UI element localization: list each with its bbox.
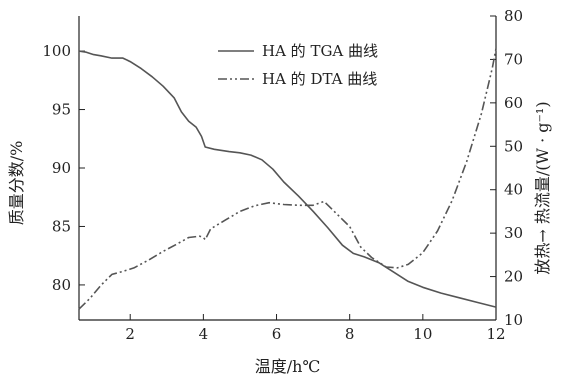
x-tick-label: 6 bbox=[272, 325, 282, 343]
legend-label-dta: HA 的 DTA 曲线 bbox=[262, 70, 377, 88]
y-right-tick-label: 70 bbox=[504, 50, 523, 68]
y-right-tick-label: 80 bbox=[504, 7, 523, 25]
x-tick-label: 8 bbox=[345, 325, 355, 343]
axes-frame bbox=[78, 16, 497, 321]
y-axis-left-title: 质量分数/% bbox=[7, 141, 26, 226]
series-line-dta bbox=[78, 48, 497, 310]
y-right-tick-label: 50 bbox=[504, 137, 523, 155]
y-right-tick-label: 40 bbox=[504, 181, 523, 199]
y-left-tick-label: 90 bbox=[52, 159, 71, 177]
y-left-tick-label: 95 bbox=[52, 101, 71, 119]
series-line-tga bbox=[78, 50, 497, 308]
y-right-tick-label: 10 bbox=[504, 311, 523, 329]
y-left-tick-label: 100 bbox=[42, 42, 71, 60]
x-tick-label: 2 bbox=[125, 325, 135, 343]
x-axis-title: 温度/h℃ bbox=[255, 357, 321, 376]
series-group bbox=[78, 48, 497, 310]
y-right-tick-label: 20 bbox=[504, 268, 523, 286]
y-right-tick-label: 30 bbox=[504, 224, 523, 242]
y-left-tick-label: 85 bbox=[52, 217, 71, 235]
legend: HA 的 TGA 曲线 HA 的 DTA 曲线 bbox=[218, 42, 378, 88]
x-tick-label: 4 bbox=[199, 325, 209, 343]
x-tick-label: 12 bbox=[486, 325, 505, 343]
y-right-tick-label: 60 bbox=[504, 94, 523, 112]
x-tick-label: 10 bbox=[413, 325, 432, 343]
y-left-tick-label: 80 bbox=[52, 276, 71, 294]
legend-label-tga: HA 的 TGA 曲线 bbox=[262, 42, 378, 60]
y-axis-right-title: 放热→ 热流量/(W · g⁻¹) bbox=[533, 101, 552, 274]
